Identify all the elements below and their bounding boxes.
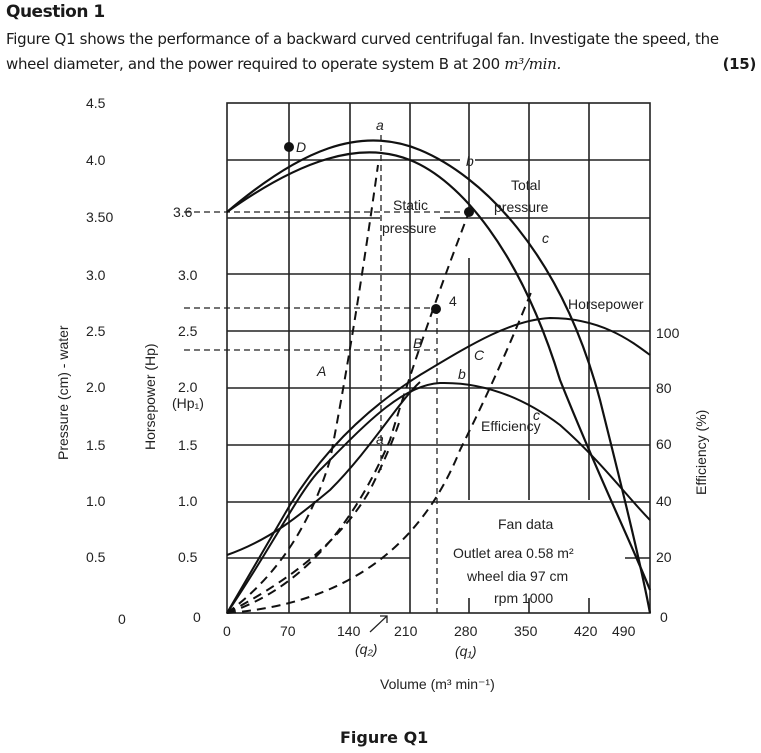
total-pressure-label: pressure [494, 199, 549, 215]
question-title: Question 1 [6, 2, 105, 22]
x-tick: 70 [280, 623, 296, 639]
fan-data-heading: Fan data [498, 516, 553, 532]
static-pressure-label: Static [393, 197, 428, 213]
hp-tick: 1.5 [178, 437, 198, 453]
hp-curve-lower [226, 381, 421, 556]
x-tick: 350 [514, 623, 538, 639]
system-curve-B [226, 211, 470, 614]
x-tick: 280 [454, 623, 478, 639]
fan-outlet-area: Outlet area 0.58 m² [453, 545, 574, 561]
system-B-label: B [413, 335, 422, 351]
system-C-label: C [474, 347, 485, 363]
mark-a-top: a [376, 117, 384, 133]
question-line-1: Figure Q1 shows the performance of a bac… [6, 30, 719, 48]
horsepower-label: Horsepower [568, 296, 644, 312]
system-curve-C [226, 289, 533, 614]
fan-data-box: Fan data Outlet area 0.58 m² wheel dia 9… [453, 516, 574, 606]
hp-tick: 2.0 [178, 379, 198, 395]
performance-curves [226, 316, 651, 614]
mark-a-low: a [376, 431, 384, 447]
x-tick: 140 [337, 623, 361, 639]
x-tick: 420 [574, 623, 598, 639]
efficiency-curve [226, 381, 651, 614]
q1-label: (q₁) [455, 643, 477, 659]
efficiency-label: Efficiency [481, 418, 541, 434]
fan-rpm: rpm 1000 [494, 590, 553, 606]
hp1-label: (Hp₁) [172, 395, 204, 411]
pressure-tick: 0 [118, 611, 126, 627]
eff-tick: 20 [656, 549, 672, 565]
eff-tick: 80 [656, 380, 672, 396]
point-operating [464, 207, 474, 217]
point-D-label: D [296, 139, 306, 155]
question-marks: (15) [722, 55, 757, 73]
question-line-2: wheel diameter, and the power required t… [6, 52, 756, 77]
figure-caption: Figure Q1 [340, 728, 429, 747]
hp-tick: 1.0 [178, 493, 198, 509]
question-text: Figure Q1 shows the performance of a bac… [6, 27, 756, 77]
mark-c-low: c [533, 407, 540, 423]
system-A-label: A [316, 363, 326, 379]
q2-label: (q₂) [355, 641, 377, 657]
point-labels: D 4 a b c A B C a b c [296, 117, 549, 447]
efficiency-axis-ticks: 100 80 60 40 20 0 [656, 325, 680, 625]
x-tick: 210 [394, 623, 418, 639]
pressure-tick: 3.0 [86, 267, 106, 283]
horsepower-axis-ticks: 3.6 3.0 2.5 2.0 (Hp₁) 1.5 1.0 0.5 0 [172, 204, 204, 625]
pressure-axis-title: Pressure (cm) - water [55, 325, 71, 460]
q2-arrow-icon [369, 615, 388, 633]
pressure-tick: 0.5 [86, 549, 106, 565]
curve-labels: Static pressure Total pressure Horsepowe… [382, 177, 644, 434]
hp-tick: 3.6 [173, 204, 193, 220]
point-4 [431, 304, 441, 314]
horsepower-axis-title: Horsepower (Hp) [142, 343, 158, 450]
hp-tick: 3.0 [178, 267, 198, 283]
question-units: m³/min. [504, 55, 561, 73]
pressure-axis-ticks: 4.5 4.0 3.50 3.0 2.5 2.0 1.5 1.0 0.5 0 [86, 95, 126, 627]
point-4-label: 4 [449, 293, 457, 309]
x-tick: 490 [612, 623, 636, 639]
static-pressure-curve [226, 151, 652, 591]
pressure-tick: 4.0 [86, 152, 106, 168]
hp-tick: 0.5 [178, 549, 198, 565]
eff-tick: 40 [656, 493, 672, 509]
efficiency-axis-title: Efficiency (%) [693, 410, 709, 495]
eff-tick: 100 [656, 325, 680, 341]
horsepower-curve [226, 316, 651, 614]
static-pressure-label: pressure [382, 220, 437, 236]
marked-points [284, 142, 474, 314]
pressure-tick: 2.5 [86, 323, 106, 339]
x-tick: 0 [223, 623, 231, 639]
total-pressure-label: Total [511, 177, 541, 193]
eff-tick: 0 [660, 609, 668, 625]
system-curves [226, 164, 533, 614]
mark-c-top: c [542, 230, 549, 246]
eff-tick: 60 [656, 436, 672, 452]
pressure-curves [226, 139, 652, 614]
hp-tick: 2.5 [178, 323, 198, 339]
x-axis-ticks: 0 70 140 210 280 350 420 490 (q₂) (q₁) [223, 623, 636, 659]
mark-b-top: b [466, 153, 474, 169]
hp-tick: 0 [193, 609, 201, 625]
pressure-tick: 2.0 [86, 379, 106, 395]
reference-dashed-lines [184, 135, 469, 613]
point-D [284, 142, 294, 152]
mark-b-low: b [458, 366, 466, 382]
chart-grid [226, 102, 651, 614]
fan-wheel-dia: wheel dia 97 cm [466, 568, 568, 584]
pressure-tick: 4.5 [86, 95, 106, 111]
question-line-2-text: wheel diameter, and the power required t… [6, 55, 505, 73]
total-pressure-curve [226, 139, 652, 614]
pressure-tick: 3.50 [86, 209, 113, 225]
system-curve-a [226, 419, 401, 614]
pressure-tick: 1.0 [86, 493, 106, 509]
pressure-tick: 1.5 [86, 437, 106, 453]
x-axis-title: Volume (m³ min⁻¹) [380, 676, 495, 692]
system-curve-A [226, 164, 379, 614]
